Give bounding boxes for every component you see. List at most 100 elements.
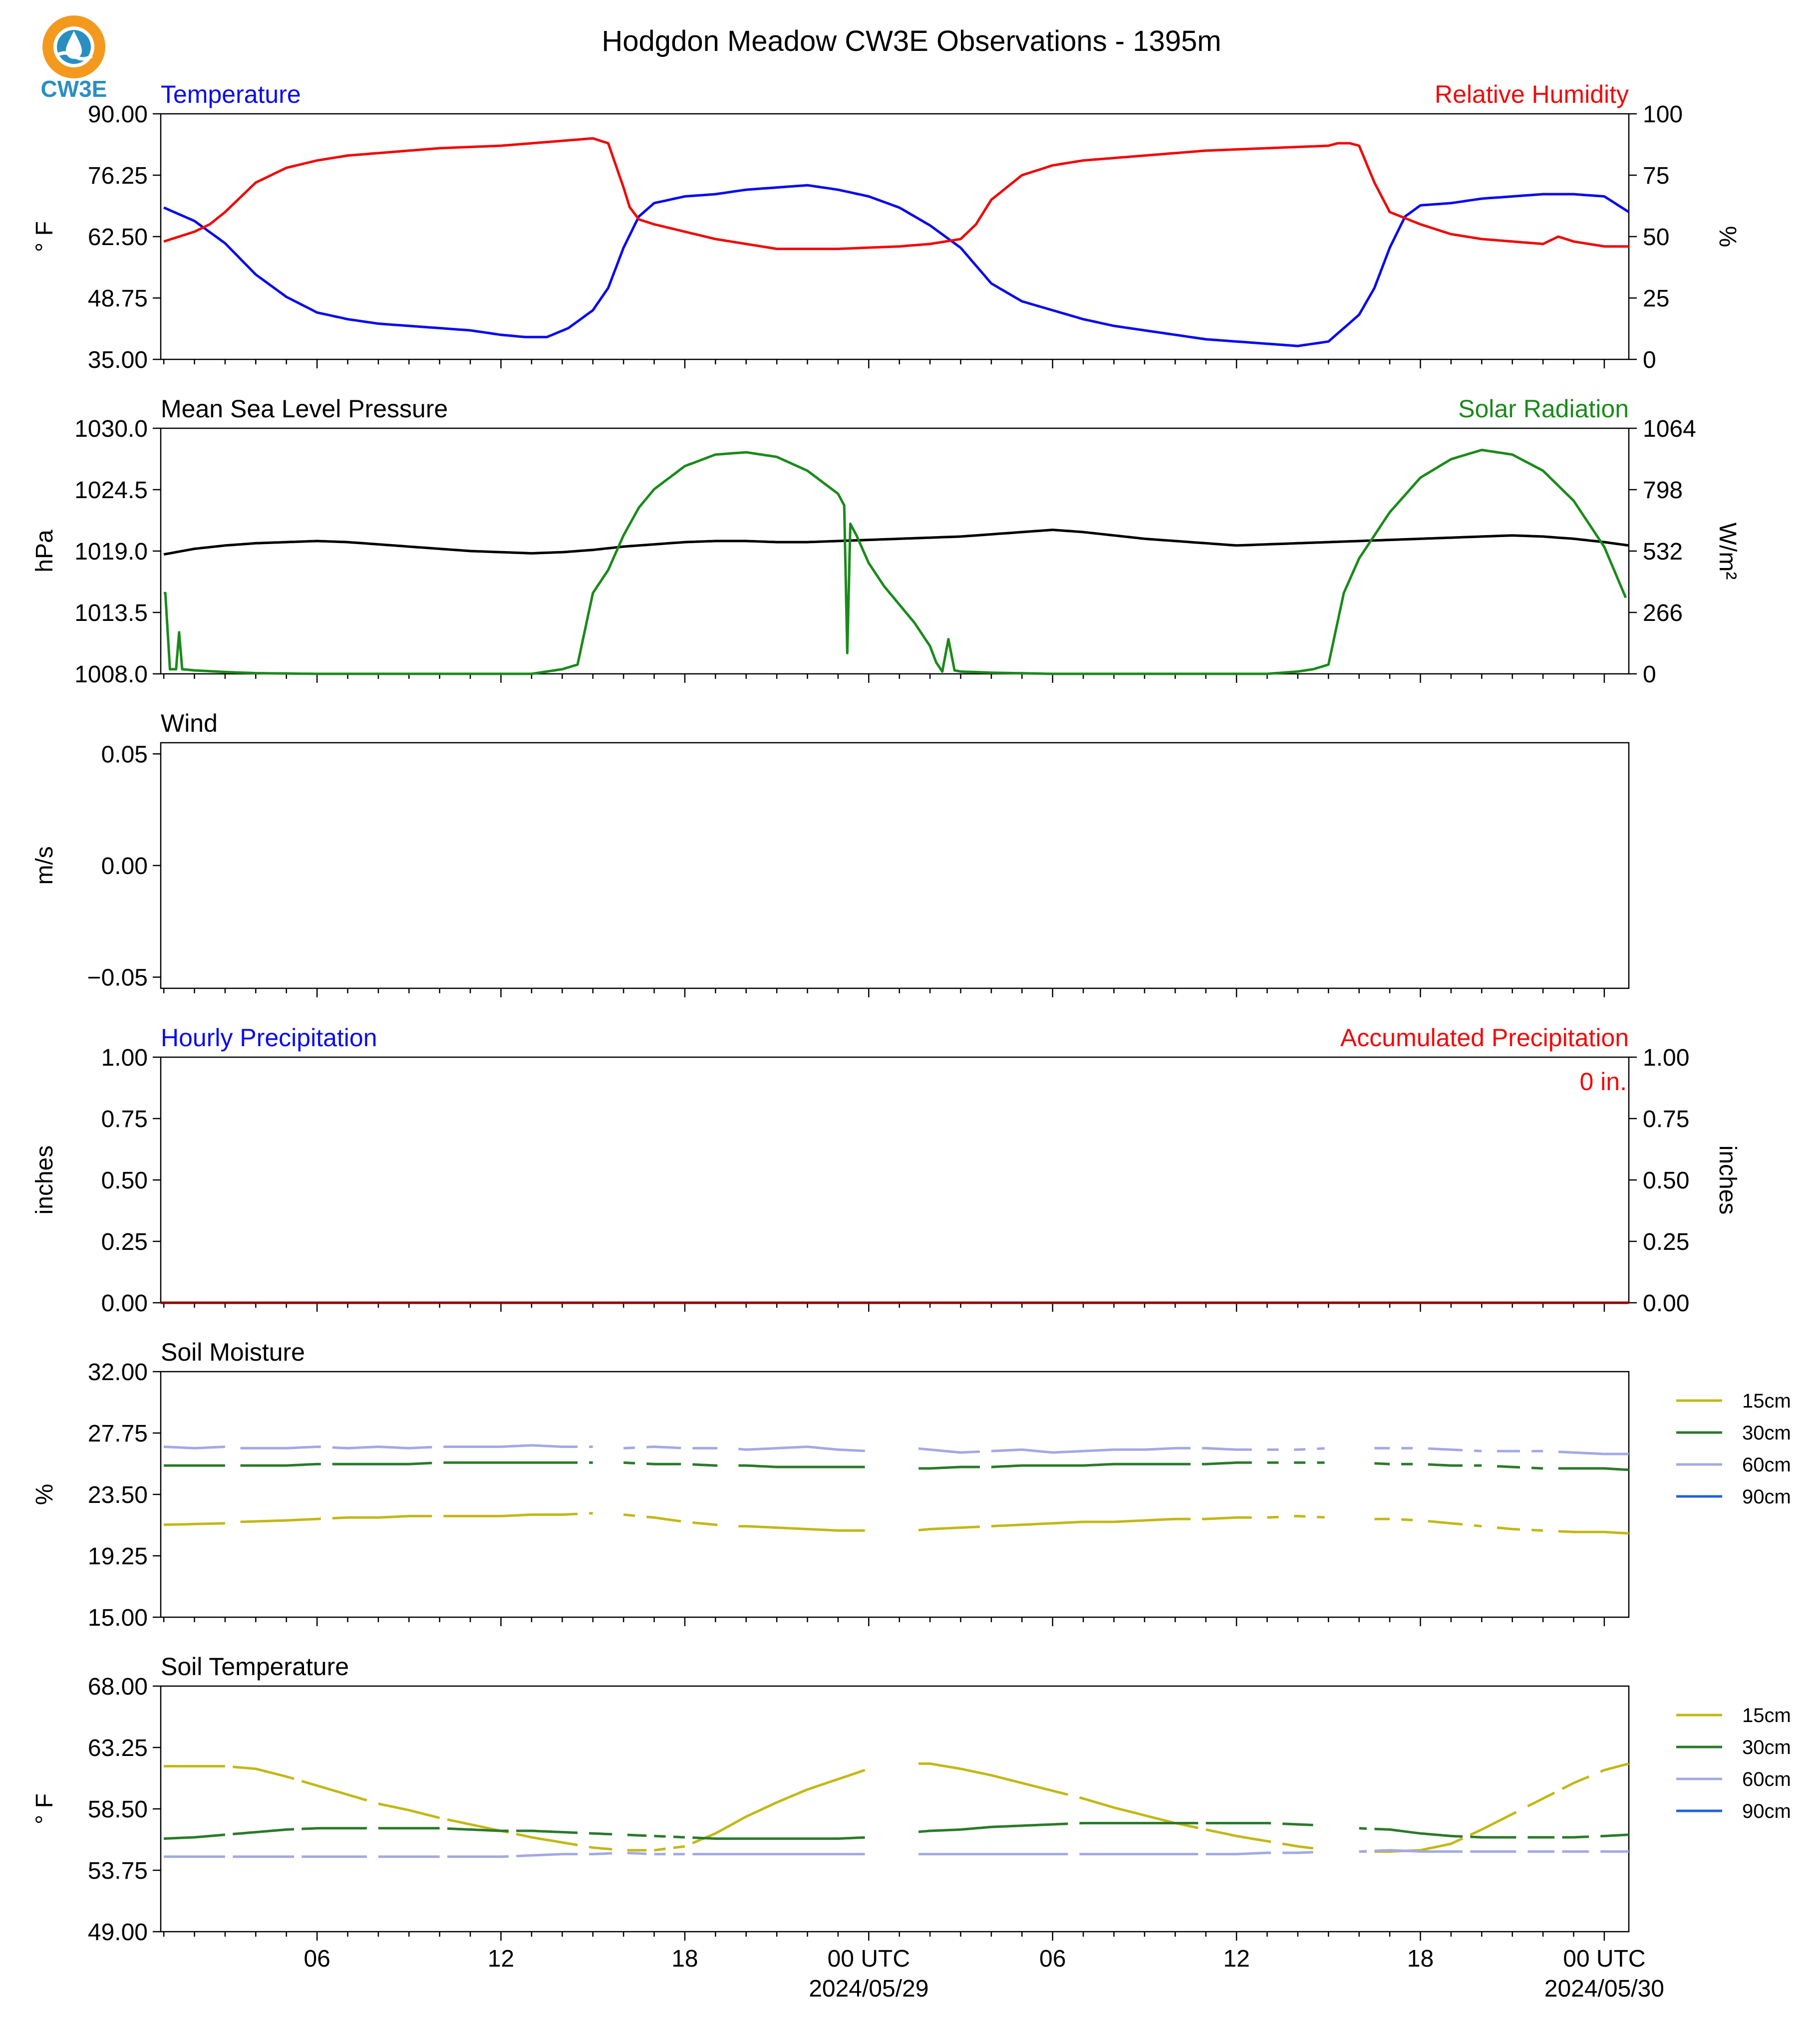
series-line-60cm-seg-6 bbox=[646, 1446, 681, 1449]
series-line-15cm-seg-3 bbox=[378, 1802, 440, 1819]
series-line-15cm-seg-3 bbox=[443, 1512, 578, 1517]
x-tick-label: 06 bbox=[1039, 1946, 1066, 1972]
y-tick-label: 35.00 bbox=[88, 347, 148, 373]
panel-frame bbox=[160, 1056, 1630, 1304]
panel-right-title: Accumulated Precipitation bbox=[1340, 1024, 1629, 1052]
legend-label: 90cm bbox=[1742, 1486, 1791, 1508]
panel-left-title: Hourly Precipitation bbox=[161, 1024, 377, 1052]
y2-tick-label: 0 bbox=[1643, 661, 1656, 688]
y-tick-label: 0.50 bbox=[101, 1167, 148, 1194]
y2-axis-label: % bbox=[1714, 226, 1741, 248]
logo-drop-icon bbox=[66, 31, 82, 59]
series-line-60cm-seg-16 bbox=[1374, 1849, 1463, 1853]
panel-2: Mean Sea Level Pressure Solar Radiation 10… bbox=[31, 395, 1741, 688]
series-line-60cm-seg-9 bbox=[918, 1447, 980, 1454]
series-line-60cm-seg-4 bbox=[447, 1855, 509, 1858]
series-line-30cm-seg-8 bbox=[738, 1464, 865, 1468]
y2-tick-label: 50 bbox=[1643, 224, 1669, 251]
series-line-60cm-seg-1 bbox=[240, 1446, 321, 1449]
series-line-15cm-seg-2 bbox=[301, 1779, 367, 1802]
y-tick-label: 23.50 bbox=[88, 1482, 148, 1508]
series-line-15cm-seg-10 bbox=[991, 1517, 1191, 1528]
y2-tick-label: 0.50 bbox=[1643, 1167, 1689, 1194]
series-line-right-1-seg-0 bbox=[163, 137, 1629, 251]
series-line-30cm-seg-1 bbox=[240, 1462, 321, 1467]
series-line-15cm-seg-13 bbox=[1206, 1828, 1271, 1843]
y-tick-label: 15.00 bbox=[88, 1605, 148, 1631]
series-line-15cm-seg-6 bbox=[646, 1515, 681, 1523]
x-tick-label: 18 bbox=[671, 1946, 698, 1972]
series-line-15cm-seg-9 bbox=[673, 1845, 685, 1849]
series-line-15cm-seg-14 bbox=[1282, 1842, 1313, 1850]
panel-left-title: Mean Sea Level Pressure bbox=[161, 395, 448, 423]
panel-left-title: Temperature bbox=[161, 80, 301, 108]
series-line-15cm-seg-11 bbox=[1202, 1516, 1252, 1520]
series-line-15cm-seg-19 bbox=[1561, 1775, 1590, 1790]
legend-label: 60cm bbox=[1742, 1454, 1791, 1476]
series-line-30cm-seg-15 bbox=[1374, 1462, 1390, 1465]
series-line-60cm-seg-21 bbox=[1558, 1450, 1629, 1455]
y2-axis-label: inches bbox=[1714, 1146, 1741, 1215]
panel-4: Hourly Precipitation Accumulated Precipit… bbox=[31, 1024, 1741, 1317]
panel-right-title: Relative Humidity bbox=[1435, 80, 1629, 108]
y-tick-label: 1030.0 bbox=[74, 416, 148, 442]
y2-tick-label: 266 bbox=[1643, 600, 1683, 626]
legend-label: 15cm bbox=[1742, 1390, 1791, 1412]
y-tick-label: 58.50 bbox=[88, 1796, 148, 1823]
legend-label: 90cm bbox=[1742, 1800, 1791, 1822]
series-line-30cm-seg-11 bbox=[1202, 1461, 1252, 1465]
annotation-label: 0 in. bbox=[1579, 1068, 1627, 1096]
y-tick-label: 0.00 bbox=[101, 1290, 148, 1317]
y-tick-label: 0.05 bbox=[101, 741, 148, 768]
y-tick-label: 53.75 bbox=[88, 1858, 148, 1884]
y-axis-label: ° F bbox=[31, 221, 58, 252]
y-axis-label: hPa bbox=[31, 530, 58, 573]
y2-tick-label: 0.00 bbox=[1643, 1290, 1689, 1317]
x-tick-label: 00 UTC bbox=[1563, 1946, 1645, 1972]
y-axis-label: m/s bbox=[31, 846, 58, 884]
y2-tick-label: 798 bbox=[1643, 477, 1683, 504]
y-tick-label: 48.75 bbox=[88, 286, 148, 312]
y-tick-label: 1008.0 bbox=[74, 661, 148, 688]
y-tick-label: 1019.0 bbox=[74, 539, 148, 565]
series-line-15cm-seg-6 bbox=[589, 1845, 612, 1851]
series-line-15cm-seg-8 bbox=[738, 1525, 865, 1532]
series-line-30cm-seg-21 bbox=[1558, 1467, 1629, 1471]
series-line-60cm-seg-17 bbox=[1428, 1447, 1463, 1451]
x-tick-label: 00 UTC bbox=[828, 1946, 910, 1972]
y2-tick-label: 532 bbox=[1643, 539, 1683, 565]
y-tick-label: 0.00 bbox=[101, 853, 148, 879]
y2-tick-label: 1.00 bbox=[1643, 1045, 1689, 1071]
series-line-30cm-seg-5 bbox=[623, 1461, 635, 1464]
series-line-60cm-seg-2 bbox=[332, 1446, 432, 1449]
series-line-30cm-seg-11 bbox=[918, 1822, 1068, 1833]
series-line-60cm-seg-5 bbox=[516, 1853, 578, 1857]
panel-frame bbox=[160, 742, 1630, 989]
series-line-30cm-seg-19 bbox=[1497, 1465, 1520, 1469]
series-line-15cm-seg-7 bbox=[692, 1521, 718, 1526]
series-line-15cm-seg-20 bbox=[1600, 1762, 1629, 1773]
series-line-60cm-seg-7 bbox=[627, 1851, 647, 1855]
series-line-15cm-seg-5 bbox=[516, 1833, 578, 1846]
series-line-15cm-seg-18 bbox=[1527, 1791, 1555, 1808]
series-line-30cm-seg-20 bbox=[1600, 1833, 1629, 1838]
legend-label: 30cm bbox=[1742, 1737, 1791, 1758]
y-axis-label: inches bbox=[31, 1146, 58, 1215]
panel-3: Wind −0.05 0.00 0.05 m/s bbox=[31, 709, 1630, 997]
panel-1: Temperature Relative Humidity 35.00 48.75 62… bbox=[31, 80, 1741, 373]
series-line-60cm-seg-8 bbox=[738, 1446, 865, 1452]
series-line-60cm-seg-14 bbox=[1282, 1851, 1313, 1854]
panel-frame bbox=[160, 113, 1630, 360]
y-tick-label: 19.25 bbox=[88, 1543, 148, 1570]
series-line-15cm-seg-1 bbox=[233, 1765, 295, 1780]
y2-tick-label: 1064 bbox=[1643, 416, 1696, 442]
series-line-30cm-seg-10 bbox=[991, 1462, 1191, 1468]
y-tick-label: 32.00 bbox=[88, 1359, 148, 1386]
series-line-30cm-seg-17 bbox=[1428, 1463, 1463, 1467]
series-line-15cm-seg-8 bbox=[654, 1847, 666, 1852]
legend-label: 15cm bbox=[1742, 1705, 1791, 1727]
series-line-15cm-seg-5 bbox=[623, 1513, 635, 1517]
series-line-15cm-seg-10 bbox=[692, 1768, 866, 1844]
series-line-15cm-seg-19 bbox=[1497, 1526, 1520, 1531]
